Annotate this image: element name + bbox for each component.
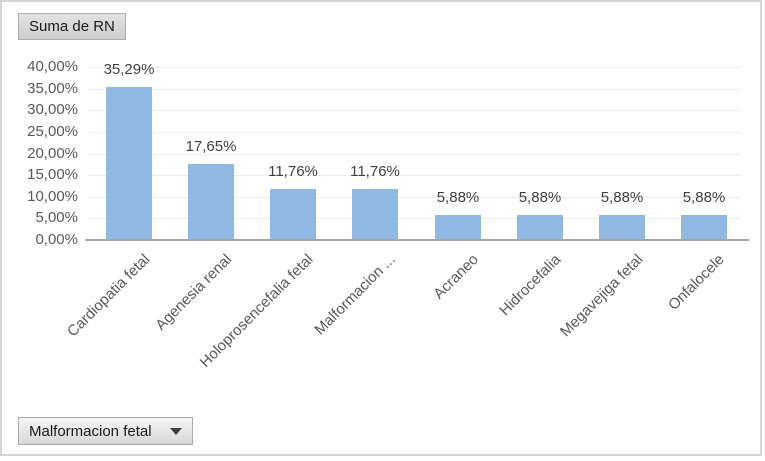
bar-data-label: 11,76% [350, 163, 400, 180]
gridline [88, 132, 741, 133]
y-axis-tick-label: 0,00% [35, 231, 78, 248]
y-axis-tick-label: 30,00% [27, 101, 78, 118]
bar-data-label: 5,88% [682, 189, 726, 206]
bar[interactable] [270, 189, 316, 239]
bar[interactable] [681, 215, 727, 239]
y-axis-tick-label: 25,00% [27, 123, 78, 140]
pivot-value-field-button[interactable]: Suma de RN [18, 13, 126, 40]
bar[interactable] [106, 87, 152, 239]
gridline [88, 218, 741, 219]
bar-data-label: 17,65% [185, 138, 237, 155]
x-axis-category-label: Cardiopatia fetal [63, 251, 154, 341]
y-axis-tick-label: 20,00% [27, 145, 78, 162]
bar-data-label: 5,88% [436, 189, 480, 206]
x-axis-category-label: Malformacion ... [311, 251, 400, 339]
y-axis-tick-label: 40,00% [27, 58, 78, 75]
bar[interactable] [352, 189, 398, 239]
pivot-filter-field-button[interactable]: Malformacion fetal [18, 417, 193, 445]
x-axis-category-label: Megavejiga fetal [556, 251, 647, 341]
bar-data-label: 5,88% [600, 189, 644, 206]
x-axis-line [85, 239, 749, 241]
dropdown-arrow-icon [170, 427, 182, 435]
gridline [88, 175, 741, 176]
gridline [88, 154, 741, 155]
gridline [88, 67, 741, 68]
x-axis-category-label: Acraneo [430, 251, 483, 303]
bar-data-label: 5,88% [518, 189, 562, 206]
bar[interactable] [517, 215, 563, 239]
bar-data-label: 35,29% [103, 61, 155, 78]
bar[interactable] [188, 164, 234, 239]
y-axis-tick-label: 10,00% [27, 188, 78, 205]
x-axis-category-label: Hidrocefalia [495, 251, 565, 320]
bar[interactable] [599, 215, 645, 239]
gridline [88, 197, 741, 198]
pivot-filter-field-label: Malformacion fetal [29, 422, 152, 440]
gridline [88, 110, 741, 111]
y-axis-tick-label: 35,00% [27, 80, 78, 97]
y-axis-tick-label: 5,00% [35, 209, 78, 226]
x-axis-category-label: Onfalocele [665, 251, 729, 314]
y-axis-tick-label: 15,00% [27, 166, 78, 183]
bar-data-label: 11,76% [268, 163, 318, 180]
gridline [88, 89, 741, 90]
x-axis-category-label: Agenesia renal [152, 251, 236, 334]
bar[interactable] [435, 215, 481, 239]
